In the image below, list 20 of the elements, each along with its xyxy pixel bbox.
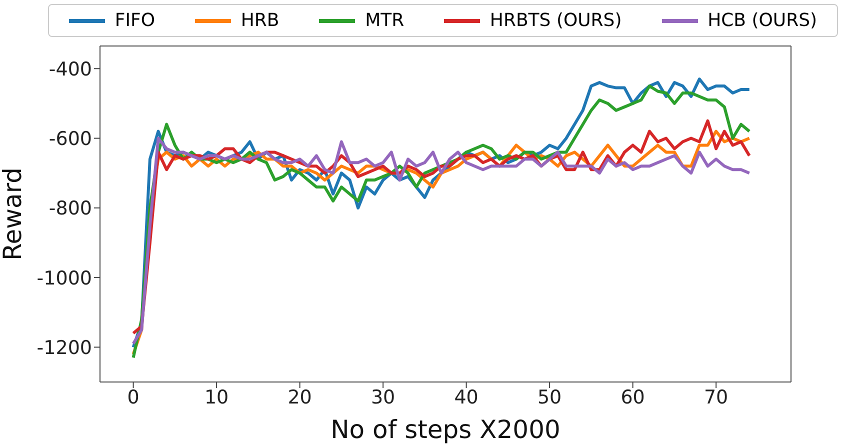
- y-tick-label: -400: [48, 58, 92, 80]
- legend-label: HRBTS (OURS): [490, 10, 622, 31]
- y-tick-label: -600: [48, 128, 92, 150]
- x-tick-label: 40: [454, 386, 478, 408]
- legend-label: FIFO: [114, 10, 156, 31]
- x-tick-label: 20: [288, 386, 312, 408]
- y-tick-label: -800: [48, 198, 92, 220]
- legend-label: HRB: [240, 10, 280, 31]
- x-axis-title: No of steps X2000: [330, 415, 560, 444]
- x-tick-label: 50: [537, 386, 562, 408]
- y-tick-label: -1000: [36, 267, 92, 290]
- x-tick-label: 30: [370, 386, 396, 408]
- x-tick-label: 60: [620, 386, 645, 408]
- x-tick-label: 10: [204, 386, 229, 408]
- y-axis-title: Reward: [0, 167, 27, 261]
- x-tick-label: 70: [704, 386, 728, 408]
- legend-label: HCB (OURS): [708, 10, 818, 31]
- x-tick-label: 0: [127, 386, 140, 408]
- y-tick-label: -1200: [36, 336, 92, 359]
- legend-label: MTR: [365, 10, 404, 31]
